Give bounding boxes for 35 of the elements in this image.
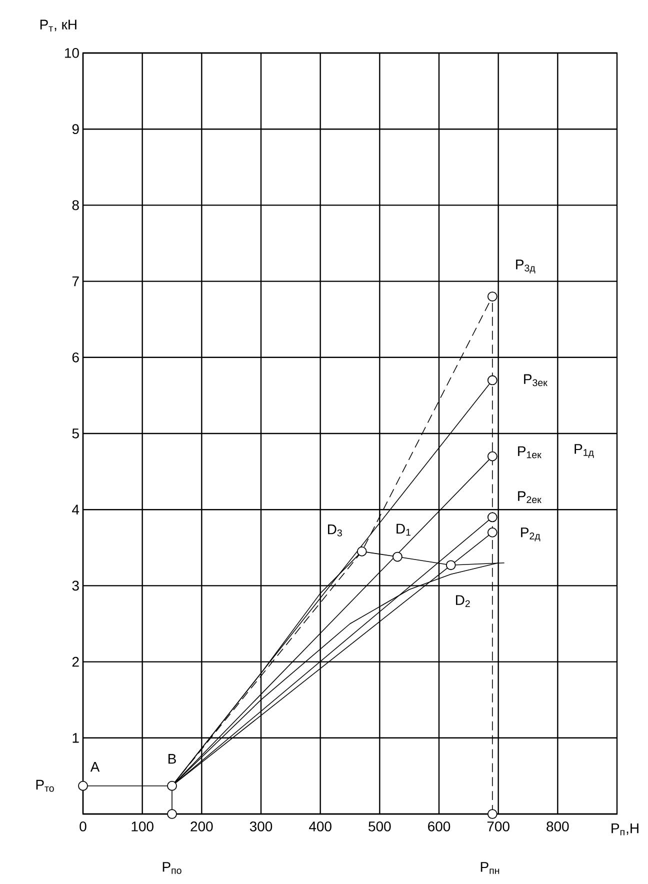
y-tick-label: 7 [72, 276, 79, 286]
y-tick-label: 6 [72, 352, 79, 362]
annotation: D$_{2}$ [456, 595, 470, 608]
y-tick-label: 10 [65, 48, 79, 58]
x-tick-label: 100 [132, 821, 154, 832]
annotation: P$_{2ек}$ [518, 491, 542, 504]
y-tick-label: 8 [72, 200, 79, 210]
x-tick-label: 500 [368, 821, 391, 832]
text: P$_{пн}$ [480, 862, 500, 874]
x-tick-label: 300 [250, 821, 272, 832]
y-tick-label: 1 [72, 733, 79, 743]
annotation: P$_{то}$ [36, 780, 54, 792]
y-tick-label: 9 [72, 124, 79, 134]
annotation: P$_{2д}$ [521, 528, 540, 542]
annotation: P$_{1д}$ [574, 444, 594, 458]
x-tick-label: 700 [487, 821, 510, 832]
x-tick-label: 400 [309, 821, 332, 832]
y-tick-label: 2 [72, 656, 79, 667]
annotation: P$_{3ек}$ [524, 374, 548, 386]
annotation: D$_{3}$ [328, 524, 342, 536]
text: P$_{по}$ [162, 862, 182, 874]
y-tick-label: 5 [72, 428, 79, 438]
x-tick-label: 800 [546, 821, 569, 832]
annotation: A [90, 762, 100, 772]
y-tick-label: 4 [72, 504, 80, 514]
annotation: D$_{1}$ [396, 524, 410, 536]
y-tick-label: 3 [72, 580, 79, 591]
x-axis-title: P$_{п}$,Н [612, 824, 638, 836]
annotation: P$_{3д}$ [516, 260, 536, 274]
annotation: B [168, 754, 176, 764]
annotation: P$_{1ек}$ [518, 446, 542, 458]
x-tick-label: 200 [190, 821, 213, 832]
y-axis-title: P$_{т}$, кН [40, 20, 76, 32]
x-tick-label: 600 [428, 821, 450, 832]
x-tick-label: 0 [80, 821, 86, 832]
